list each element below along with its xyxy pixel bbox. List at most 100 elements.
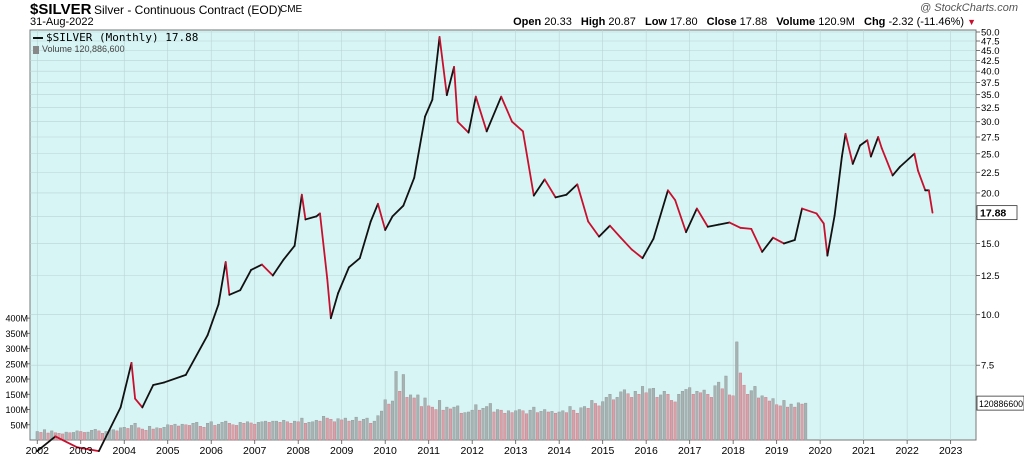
price-segment	[641, 237, 655, 260]
price-segment	[300, 193, 307, 221]
last-volume-box	[976, 395, 1024, 411]
last-volume-label: 120886600	[979, 399, 1023, 409]
volume-bar	[64, 431, 68, 441]
price-segment	[261, 263, 274, 277]
volume-bar	[496, 409, 500, 441]
volume-bar	[198, 426, 202, 441]
volume-bar	[666, 394, 670, 441]
volume-bar	[561, 410, 565, 441]
price-tick-label: 20.0	[981, 188, 1000, 199]
volume-bar	[688, 387, 692, 441]
volume-bar	[372, 420, 376, 441]
volume-bar	[209, 421, 213, 441]
volume-bar	[445, 406, 449, 441]
volume-bar	[100, 433, 105, 441]
price-segment	[739, 226, 753, 230]
volume-bar	[325, 417, 329, 441]
volume-bar	[311, 421, 315, 441]
volume-bar	[358, 420, 362, 441]
price-tick-label: 47.5	[981, 37, 1000, 48]
volume-bar	[789, 403, 793, 441]
volume-bar	[604, 397, 608, 441]
volume-bar	[593, 403, 597, 441]
price-segment	[500, 95, 513, 123]
symbol-label: $SILVER	[30, 1, 92, 18]
price-tick-label: 50.0	[981, 28, 1000, 39]
volume-bar	[169, 425, 173, 441]
volume-bar	[583, 406, 587, 441]
open-value: 20.33	[544, 16, 572, 28]
year-tick-label: 2007	[243, 445, 267, 457]
volume-bar	[434, 409, 438, 441]
volume-bar	[633, 391, 637, 441]
volume-bar	[376, 415, 380, 441]
volume-bar	[684, 389, 688, 441]
volume-bar	[303, 423, 307, 441]
volume-bar	[427, 405, 431, 441]
price-segment	[337, 266, 350, 295]
volume-bar	[793, 406, 797, 441]
price-segment	[319, 212, 329, 280]
price-tick-label: 45.0	[981, 46, 1000, 57]
volume-bar	[82, 432, 86, 441]
price-segment	[685, 207, 698, 234]
price-segment	[750, 227, 764, 253]
price-segment	[859, 139, 869, 147]
volume-tick-label: 150M	[5, 390, 28, 400]
volume-tick-label: 50M	[10, 420, 28, 430]
watermark: @ StockCharts.com	[920, 2, 1018, 14]
year-tick-label: 2014	[548, 445, 572, 457]
volume-bar	[539, 411, 543, 441]
volume-bar	[235, 425, 239, 441]
volume-bar	[151, 428, 155, 441]
price-segment	[97, 406, 122, 453]
volume-bar	[728, 394, 732, 441]
price-segment	[619, 236, 633, 251]
volume-bar	[401, 374, 405, 441]
price-segment	[271, 258, 285, 277]
price-segment	[453, 65, 459, 123]
volume-bar	[267, 422, 271, 441]
price-tick-label: 30.0	[981, 117, 1000, 128]
volume-bar	[351, 419, 355, 441]
last-price-box	[976, 205, 1018, 221]
volume-bar	[477, 409, 481, 441]
volume-bar	[336, 418, 340, 441]
volume-bar	[506, 410, 510, 441]
price-segment	[793, 207, 803, 241]
volume-bar	[800, 403, 804, 441]
price-segment	[576, 183, 590, 223]
close-value: 17.88	[739, 16, 768, 28]
volume-bar	[347, 420, 351, 441]
exchange-label: CME	[280, 4, 303, 15]
volume-bar	[586, 408, 590, 441]
volume-bar	[322, 416, 326, 441]
price-segment	[587, 220, 600, 238]
last-price-label: 17.88	[980, 208, 1006, 220]
volume-bar	[601, 401, 605, 441]
volume-bar	[412, 397, 416, 441]
volume-bar	[249, 422, 253, 441]
volume-bar	[97, 430, 101, 441]
price-legend-label: $SILVER (Monthly) 17.88	[46, 31, 199, 44]
price-segment	[134, 397, 144, 409]
volume-bar	[543, 409, 547, 441]
volume-bar	[757, 397, 761, 441]
volume-bar	[456, 405, 460, 441]
volume-bar	[720, 388, 724, 441]
volume-bar	[677, 394, 681, 441]
year-tick-label: 2005	[156, 445, 180, 457]
volume-bar	[724, 375, 728, 441]
volume-bar	[709, 397, 713, 441]
volume-bar	[390, 400, 394, 441]
price-segment	[467, 95, 477, 134]
year-tick-label: 2023	[939, 445, 963, 457]
volume-bar	[691, 394, 695, 441]
price-tick-label: 35.0	[981, 90, 1000, 101]
volume-bar	[126, 428, 130, 441]
year-tick-label: 2006	[200, 445, 224, 457]
volume-bar	[532, 406, 536, 441]
volume-bar	[622, 389, 626, 441]
volume-bar	[195, 422, 199, 441]
volume-bar	[202, 427, 206, 441]
